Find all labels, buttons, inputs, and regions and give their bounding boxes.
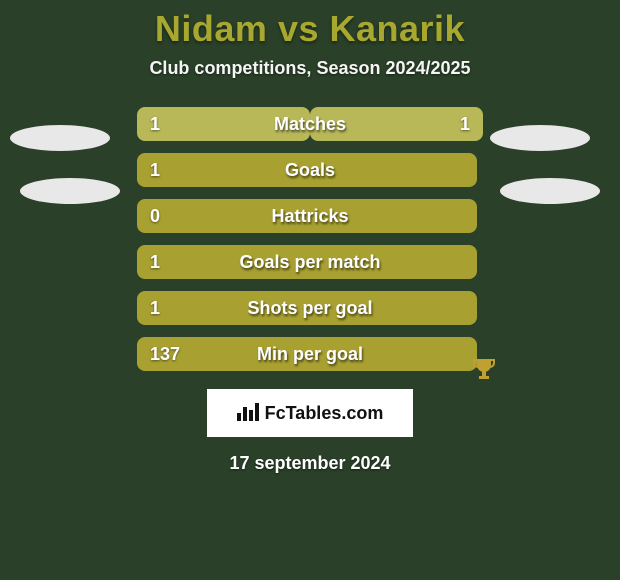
stat-row: 1Goals per match [0,245,620,291]
stat-value-left: 137 [150,337,180,371]
stat-row: 1Shots per goal [0,291,620,337]
bar-left [137,337,477,371]
comparison-subtitle: Club competitions, Season 2024/2025 [0,58,620,79]
player-placeholder [500,178,600,204]
stat-row: 0Hattricks [0,199,620,245]
trophy-icon [470,355,498,383]
bar-container [137,337,483,371]
bar-container [137,291,483,325]
bar-container [137,199,483,233]
stat-value-left: 0 [150,199,160,233]
bar-container [137,107,483,141]
comparison-title: Nidam vs Kanarik [0,0,620,50]
stat-row: 137Min per goal [0,337,620,383]
bar-left [137,291,477,325]
bar-left [137,245,477,279]
player-placeholder [20,178,120,204]
player-placeholder [10,125,110,151]
fctables-logo: FcTables.com [207,389,413,437]
stat-value-left: 1 [150,291,160,325]
bar-right [310,107,483,141]
stat-value-left: 1 [150,245,160,279]
stat-value-right: 1 [460,107,470,141]
stat-value-left: 1 [150,153,160,187]
snapshot-date: 17 september 2024 [0,453,620,474]
player-placeholder [490,125,590,151]
bar-left [137,199,477,233]
stat-value-left: 1 [150,107,160,141]
bar-container [137,153,483,187]
logo-text: FcTables.com [265,403,384,424]
bar-container [137,245,483,279]
chart-icon [237,401,259,426]
bar-left [137,153,477,187]
bar-left [137,107,310,141]
